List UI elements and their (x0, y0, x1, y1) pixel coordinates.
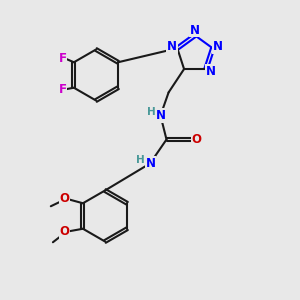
Text: O: O (59, 225, 69, 238)
Text: H: H (136, 155, 145, 165)
Text: N: N (146, 157, 156, 170)
Text: H: H (146, 107, 155, 117)
Text: N: N (213, 40, 223, 53)
Text: O: O (191, 133, 202, 146)
Text: F: F (58, 83, 67, 96)
Text: O: O (59, 192, 69, 205)
Text: N: N (206, 65, 215, 78)
Text: F: F (58, 52, 67, 65)
Text: N: N (167, 40, 177, 53)
Text: N: N (156, 109, 166, 122)
Text: N: N (190, 23, 200, 37)
